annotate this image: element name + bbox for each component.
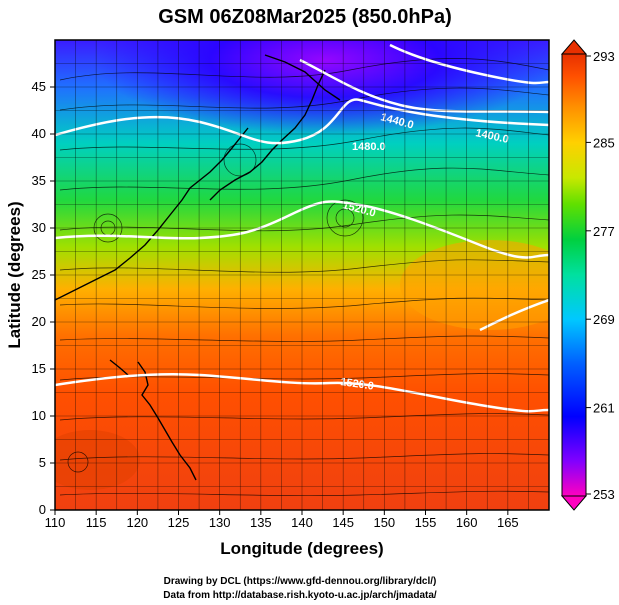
y-tick-label: 30 (32, 220, 46, 235)
x-tick-label: 150 (373, 515, 395, 530)
height-contours (55, 43, 549, 413)
x-tick-label: 165 (497, 515, 519, 530)
y-tick-label: 45 (32, 79, 46, 94)
colorbar-min-arrow (560, 495, 588, 511)
credit-drawing: Drawing by DCL (https://www.gfd-dennou.o… (164, 576, 437, 587)
x-tick-label: 155 (415, 515, 437, 530)
colorbar-max-arrow (560, 39, 588, 55)
y-axis-ticks: 0 5 10 15 20 25 30 35 40 45 (32, 79, 55, 517)
colorbar: 293 285 277 269 261 253 (560, 39, 615, 511)
y-tick-label: 20 (32, 314, 46, 329)
contour-label-1520-south: 1520.0 (340, 376, 375, 393)
x-tick-label: 125 (168, 515, 190, 530)
x-tick-label: 135 (250, 515, 272, 530)
credit-data: Data from http://database.rish.kyoto-u.a… (163, 590, 437, 601)
y-tick-label: 25 (32, 267, 46, 282)
y-tick-label: 35 (32, 173, 46, 188)
colorbar-tick-label: 253 (593, 487, 615, 502)
colorbar-tick-label: 277 (593, 224, 615, 239)
x-tick-label: 160 (456, 515, 478, 530)
x-axis-label: Longitude (degrees) (220, 539, 383, 558)
x-tick-label: 110 (45, 515, 66, 530)
x-tick-label: 140 (291, 515, 313, 530)
lat-lon-grid (55, 40, 549, 510)
map-title: GSM 06Z08Mar2025 (850.0hPa) (158, 6, 452, 28)
y-tick-label: 15 (32, 361, 46, 376)
x-axis-ticks: 110 115 120 125 130 135 140 145 150 155 160 165 (45, 510, 519, 530)
contour-label-1480: 1480.0 (352, 141, 386, 153)
colorbar-scale (561, 53, 587, 497)
y-tick-label: 40 (32, 126, 46, 141)
x-tick-label: 145 (332, 515, 354, 530)
colorbar-tick-label: 261 (593, 401, 615, 416)
colorbar-tick-label: 269 (593, 312, 615, 327)
colorbar-tick-label: 293 (593, 49, 615, 64)
y-tick-label: 10 (32, 408, 46, 423)
y-tick-label: 5 (39, 455, 46, 470)
x-tick-label: 120 (126, 515, 148, 530)
y-tick-label: 0 (39, 502, 46, 517)
y-axis-label: Latitude (degrees) (5, 201, 24, 348)
colorbar-ticks: 293 285 277 269 261 253 (586, 49, 615, 502)
colorbar-tick-label: 285 (593, 135, 615, 150)
x-tick-label: 115 (86, 515, 107, 530)
x-tick-label: 130 (209, 515, 231, 530)
